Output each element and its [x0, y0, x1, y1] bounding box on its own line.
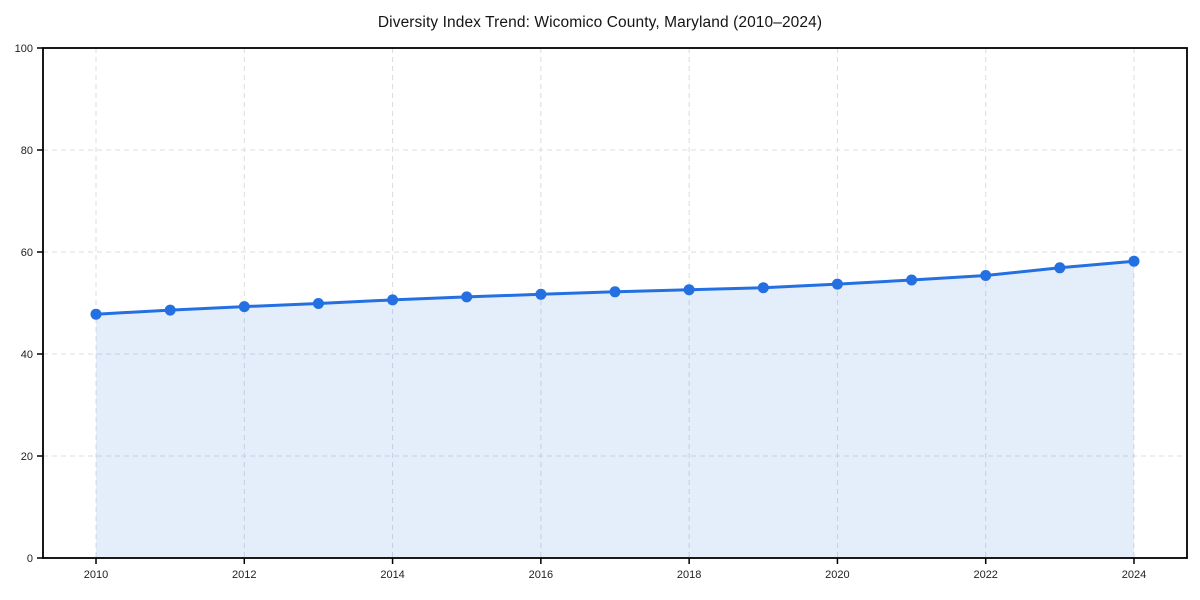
x-tick-label: 2010: [84, 569, 108, 581]
y-tick-label: 80: [21, 145, 33, 157]
data-point-marker: [461, 291, 473, 303]
data-point-marker: [906, 274, 918, 286]
x-tick-label: 2018: [677, 569, 701, 581]
plot-border: [42, 47, 1188, 559]
y-tick-label: 40: [21, 349, 33, 361]
plot-area: [43, 48, 1187, 558]
x-tick-label: 2016: [529, 569, 553, 581]
chart-title: Diversity Index Trend: Wicomico County, …: [377, 14, 823, 31]
x-tick-label: 2020: [825, 569, 849, 581]
data-point-marker: [1128, 255, 1140, 267]
x-tick-label: 2022: [973, 569, 997, 581]
data-point-marker: [683, 284, 695, 296]
data-point-marker: [757, 282, 769, 294]
data-point-marker: [609, 286, 621, 298]
y-tick-label: 0: [27, 553, 33, 565]
data-point-marker: [312, 298, 324, 309]
y-tick-label: 20: [21, 451, 33, 463]
data-point-marker: [238, 301, 250, 313]
data-point-marker: [831, 278, 843, 290]
data-point-marker: [90, 308, 102, 320]
area-fill: [96, 261, 1134, 558]
data-point-marker: [980, 270, 992, 281]
x-tick-label: 2024: [1122, 569, 1146, 581]
y-tick-label: 60: [21, 247, 33, 259]
data-point-marker: [535, 288, 547, 300]
x-tick-label: 2012: [232, 569, 256, 581]
data-point-marker: [1054, 262, 1066, 274]
y-tick-label: 100: [15, 43, 33, 55]
data-point-marker: [387, 294, 399, 306]
data-point-marker: [164, 304, 176, 316]
x-tick-label: 2014: [380, 569, 404, 581]
